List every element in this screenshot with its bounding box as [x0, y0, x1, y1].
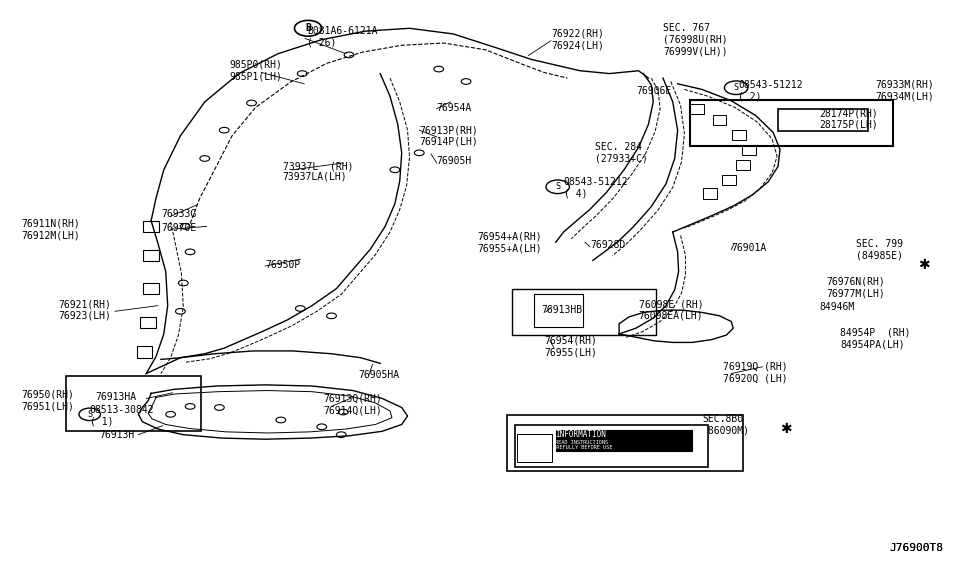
Text: J76900T8: J76900T8	[889, 543, 943, 553]
Text: 76933M(RH)
76934M(LH): 76933M(RH) 76934M(LH)	[876, 80, 934, 101]
Bar	[512, 289, 656, 335]
Text: CAREFULLY BEFORE USE: CAREFULLY BEFORE USE	[550, 445, 612, 450]
Text: READ INSTRUCTIONS: READ INSTRUCTIONS	[555, 440, 607, 445]
Text: 76913HA: 76913HA	[96, 392, 136, 402]
Text: SEC. 799
(84985E): SEC. 799 (84985E)	[856, 239, 903, 261]
Text: 76911N(RH)
76912M(LH): 76911N(RH) 76912M(LH)	[21, 218, 80, 240]
Bar	[722, 175, 736, 185]
Text: 76976N(RH)
76977M(LH): 76976N(RH) 76977M(LH)	[827, 277, 885, 298]
Text: B: B	[305, 23, 311, 33]
Text: 84946M: 84946M	[819, 302, 854, 312]
Bar	[690, 100, 893, 146]
Text: S: S	[555, 182, 561, 191]
Text: 76921(RH)
76923(LH): 76921(RH) 76923(LH)	[58, 299, 111, 321]
Text: 76950(RH)
76951(LH): 76950(RH) 76951(LH)	[21, 390, 74, 411]
Bar	[143, 250, 159, 261]
Text: 985P0(RH)
985P1(LH): 985P0(RH) 985P1(LH)	[229, 60, 282, 82]
Text: 76922(RH)
76924(LH): 76922(RH) 76924(LH)	[551, 29, 604, 50]
Text: 76913Q(RH)
76914Q(LH): 76913Q(RH) 76914Q(LH)	[324, 394, 382, 415]
Bar	[515, 424, 708, 467]
Bar	[66, 376, 201, 431]
Text: 76933G: 76933G	[161, 209, 196, 219]
Text: SEC. 767
(76998U(RH)
76999V(LH)): SEC. 767 (76998U(RH) 76999V(LH))	[663, 23, 727, 56]
Text: 76905HA: 76905HA	[359, 370, 400, 380]
Text: SEC. 284
(27933+C): SEC. 284 (27933+C)	[595, 142, 647, 164]
Bar	[556, 430, 692, 451]
Bar	[732, 130, 746, 140]
Text: 28174P(RH)
28175P(LH): 28174P(RH) 28175P(LH)	[819, 108, 878, 130]
Text: 76954(RH)
76955(LH): 76954(RH) 76955(LH)	[544, 336, 597, 357]
Text: B081A6-6121A
( 26): B081A6-6121A ( 26)	[307, 26, 377, 48]
Bar	[736, 160, 750, 170]
Text: S: S	[87, 410, 93, 419]
Bar	[713, 115, 726, 125]
Text: ✱: ✱	[918, 258, 930, 272]
Text: 76954+A(RH)
76955+A(LH): 76954+A(RH) 76955+A(LH)	[478, 231, 542, 253]
Text: ONLY FOR 76919Q (RH): ONLY FOR 76919Q (RH)	[531, 456, 649, 466]
Text: 08543-51212
( 4): 08543-51212 ( 4)	[564, 177, 628, 199]
Bar	[778, 109, 868, 131]
Text: INFORMATION: INFORMATION	[556, 430, 606, 439]
Bar	[136, 346, 152, 358]
Bar	[140, 317, 156, 328]
Text: 73937LA(LH): 73937LA(LH)	[283, 171, 347, 182]
Bar	[143, 221, 159, 232]
Text: 76919Q (RH)
76920Q (LH): 76919Q (RH) 76920Q (LH)	[723, 362, 788, 383]
Text: 76905H: 76905H	[437, 156, 472, 166]
Text: 76913H: 76913H	[99, 430, 135, 440]
Text: 76906E: 76906E	[637, 85, 672, 96]
Text: 76970E: 76970E	[161, 222, 196, 233]
Text: 76928D: 76928D	[590, 239, 625, 250]
Text: ✱: ✱	[780, 422, 792, 436]
Bar	[742, 145, 756, 155]
Text: S: S	[733, 83, 739, 92]
Bar	[143, 283, 159, 294]
Text: 73937L  (RH): 73937L (RH)	[283, 162, 353, 172]
Bar	[507, 415, 743, 471]
Bar	[690, 104, 704, 114]
Bar	[703, 188, 717, 199]
Text: 76913HB: 76913HB	[541, 305, 582, 315]
Text: 76954A: 76954A	[437, 102, 472, 113]
Text: 76913P(RH)
76914P(LH): 76913P(RH) 76914P(LH)	[419, 125, 478, 147]
Text: 08543-51212
( 2): 08543-51212 ( 2)	[738, 80, 802, 101]
Text: 84954P  (RH)
84954PA(LH): 84954P (RH) 84954PA(LH)	[840, 328, 911, 349]
Text: J76900T8: J76900T8	[889, 543, 943, 553]
Text: SEC.8B0
(86090M): SEC.8B0 (86090M)	[702, 414, 749, 435]
Text: 76950P: 76950P	[265, 260, 300, 270]
Text: 08513-30842
( 1): 08513-30842 ( 1)	[90, 405, 154, 427]
Text: 76098E (RH)
76098EA(LH): 76098E (RH) 76098EA(LH)	[639, 299, 703, 321]
Text: 76901A: 76901A	[731, 243, 766, 253]
Bar	[517, 434, 552, 462]
